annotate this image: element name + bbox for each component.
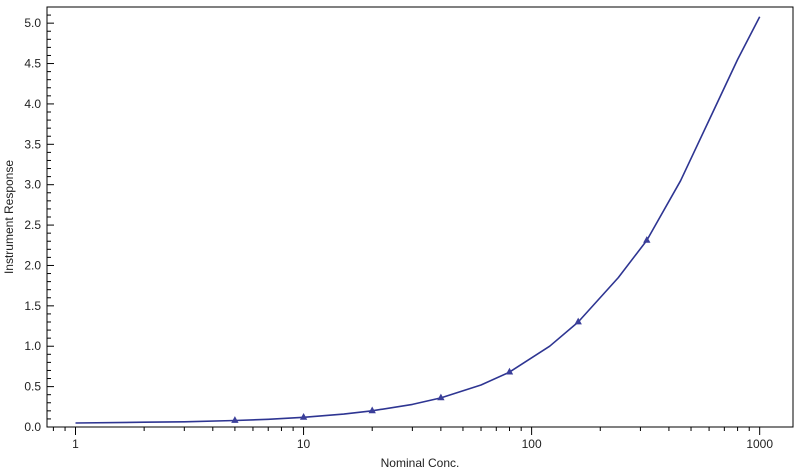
y-tick-label: 1.5 bbox=[24, 299, 41, 313]
y-tick-label: 4.5 bbox=[24, 57, 41, 71]
x-axis: 1 10 100 1000 bbox=[52, 427, 773, 451]
data-point bbox=[231, 416, 239, 423]
data-point bbox=[505, 367, 514, 375]
y-tick-label: 4.0 bbox=[24, 97, 41, 111]
data-point bbox=[437, 393, 445, 401]
data-point bbox=[574, 317, 582, 325]
data-point bbox=[368, 406, 376, 414]
x-tick-label: 1000 bbox=[746, 437, 773, 451]
y-axis: 0.0 0.5 1.0 1.5 2.0 2.5 3.0 3.5 4.0 4.5 5.0 bbox=[24, 6, 54, 434]
fit-curve bbox=[75, 16, 761, 424]
y-tick-label: 0.5 bbox=[24, 380, 41, 394]
y-tick-label: 5.0 bbox=[24, 16, 41, 30]
y-axis-title: Instrument Response bbox=[2, 160, 16, 274]
x-axis-title: Nominal Conc. bbox=[381, 456, 460, 470]
x-tick-label: 10 bbox=[297, 437, 311, 451]
x-tick-label: 1 bbox=[72, 437, 79, 451]
y-tick-label: 0.0 bbox=[24, 420, 41, 434]
y-tick-label: 1.0 bbox=[24, 339, 41, 353]
data-point bbox=[643, 236, 651, 243]
y-tick-label: 3.0 bbox=[24, 178, 41, 192]
y-tick-label: 3.5 bbox=[24, 137, 41, 151]
y-tick-label: 2.0 bbox=[24, 258, 41, 272]
y-tick-label: 2.5 bbox=[24, 218, 41, 232]
x-tick-label: 100 bbox=[522, 437, 542, 451]
plot-frame bbox=[46, 6, 794, 428]
series-layer bbox=[75, 16, 761, 424]
data-point bbox=[299, 412, 308, 420]
